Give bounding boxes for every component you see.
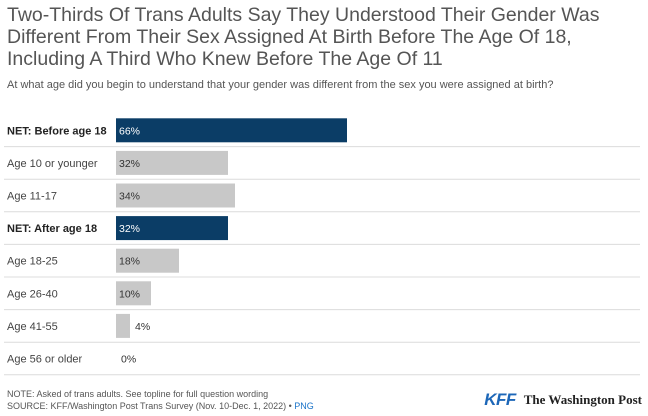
category-label: Age 18-25 — [7, 256, 58, 268]
value-label: 32% — [119, 223, 140, 235]
chart-title: Two-Thirds Of Trans Adults Say They Unde… — [7, 4, 600, 70]
category-label: Age 41-55 — [7, 321, 58, 333]
value-label: 0% — [121, 354, 136, 366]
bar — [116, 313, 130, 338]
value-label: 10% — [119, 288, 140, 300]
category-label: NET: After age 18 — [7, 223, 97, 235]
bar — [116, 183, 235, 208]
chart-subtitle: At what age did you begin to understand … — [7, 79, 554, 91]
note-text: NOTE: Asked of trans adults. See topline… — [7, 389, 269, 399]
category-label: Age 26-40 — [7, 288, 58, 300]
value-label: 4% — [135, 321, 150, 333]
bar — [116, 248, 179, 273]
source-line: SOURCE: KFF/Washington Post Trans Survey… — [7, 400, 314, 412]
value-label: 34% — [119, 191, 140, 203]
net-bar — [116, 216, 228, 241]
bar-chart-svg: NET: Before age 18 66% Age 10 or younger 32… — [4, 118, 640, 376]
footnote: NOTE: Asked of trans adults. See topline… — [7, 388, 314, 412]
category-label: Age 10 or younger — [7, 158, 98, 170]
kff-logo: KFF — [484, 390, 516, 409]
source-text: SOURCE: KFF/Washington Post Trans Survey… — [7, 401, 295, 411]
washington-post-logo: The Washington Post — [523, 392, 642, 407]
value-label: 18% — [119, 256, 140, 268]
bar-chart: NET: Before age 18 66% Age 10 or younger 32… — [0, 114, 648, 376]
category-label: NET: Before age 18 — [7, 125, 107, 137]
bar — [116, 281, 151, 306]
net-bar — [116, 118, 347, 143]
category-label: Age 11-17 — [7, 191, 57, 203]
logos: KFF The Washington Post — [484, 390, 642, 410]
category-label: Age 56 or older — [7, 354, 83, 366]
png-download-link[interactable]: PNG — [294, 401, 314, 411]
bar — [116, 150, 228, 175]
value-label: 66% — [119, 125, 140, 137]
value-label: 32% — [119, 158, 140, 170]
